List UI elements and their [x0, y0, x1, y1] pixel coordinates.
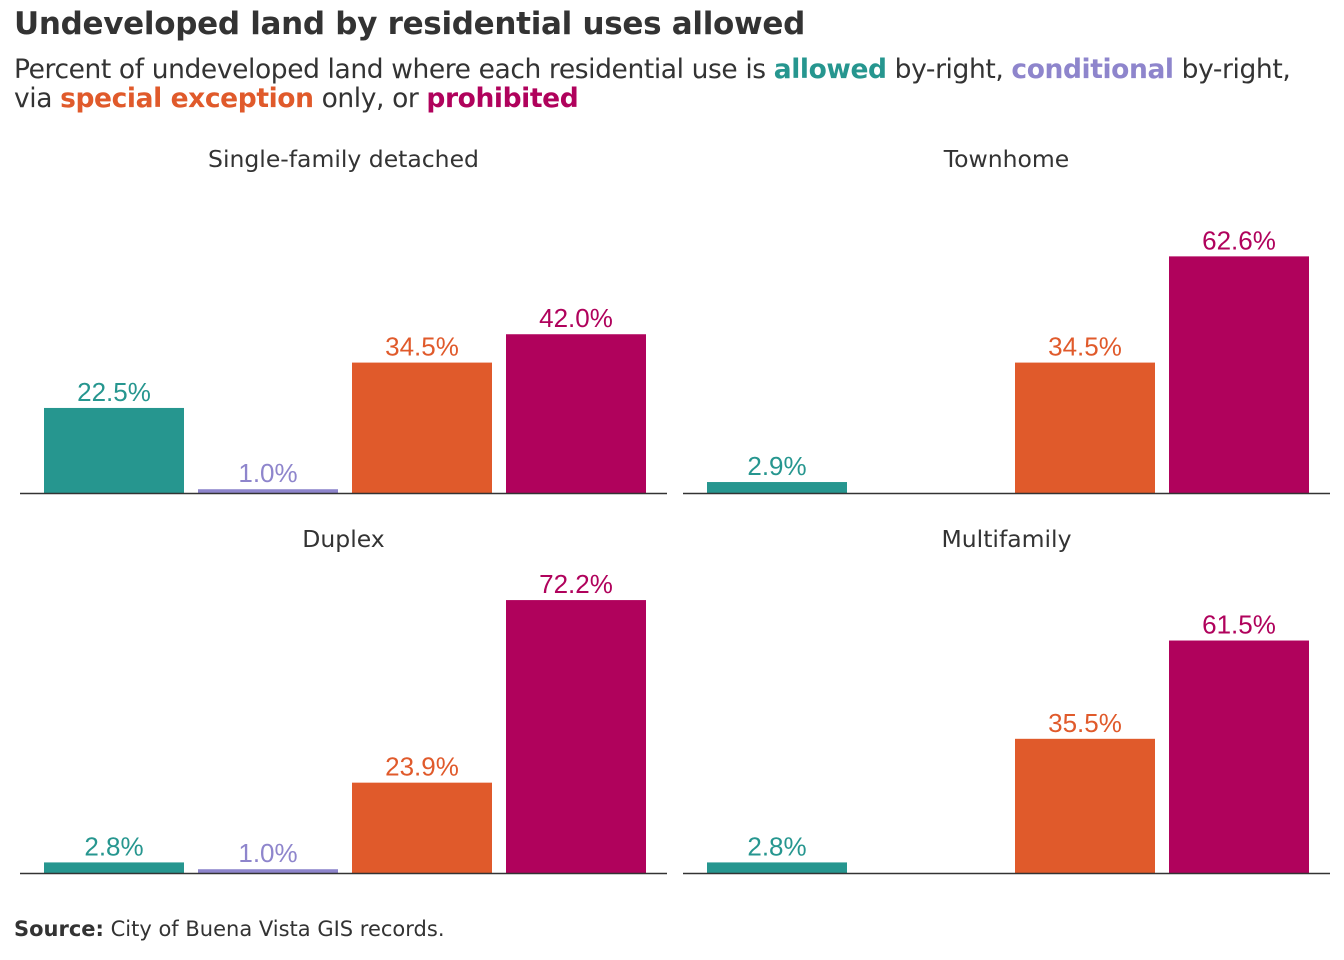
bar-duplex-conditional [198, 869, 338, 873]
bar-label-single-family-detached-special-exception: 34.5% [385, 332, 459, 362]
chart-title: Undeveloped land by residential uses all… [14, 6, 805, 42]
bar-duplex-allowed [44, 862, 184, 873]
bar-duplex-prohibited [506, 600, 646, 873]
bar-label-townhome-allowed: 2.9% [747, 451, 806, 481]
bar-label-multifamily-allowed: 2.8% [747, 831, 806, 861]
bar-duplex-special-exception [352, 782, 492, 873]
source-note: Source: City of Buena Vista GIS records. [14, 917, 445, 941]
bar-townhome-prohibited [1169, 256, 1309, 493]
legend-conditional: conditional [1011, 54, 1174, 85]
source-label: Source: [14, 917, 104, 941]
bar-label-duplex-conditional: 1.0% [238, 838, 297, 868]
panel-title-townhome: Townhome [943, 145, 1069, 173]
bar-label-single-family-detached-conditional: 1.0% [238, 458, 297, 488]
subtitle-text-3: by-right, via [14, 54, 1291, 114]
panel-title-multifamily: Multifamily [942, 525, 1072, 553]
bar-multifamily-special-exception [1015, 738, 1155, 873]
subtitle-text-1: Percent of undeveloped land where each r… [14, 54, 774, 85]
legend-special-exception: special exception [60, 83, 314, 114]
panel-title-duplex: Duplex [302, 525, 384, 553]
bar-multifamily-prohibited [1169, 640, 1309, 873]
bar-townhome-allowed [707, 482, 847, 493]
panel-townhome: Townhome 2.9% 34.5% 62.6% [683, 145, 1330, 495]
bar-label-single-family-detached-allowed: 22.5% [77, 377, 151, 407]
bar-label-townhome-special-exception: 34.5% [1048, 332, 1122, 362]
panel-title-single-family-detached: Single-family detached [208, 145, 479, 173]
bar-label-townhome-prohibited: 62.6% [1202, 225, 1276, 255]
bar-label-multifamily-special-exception: 35.5% [1048, 708, 1122, 738]
legend-prohibited: prohibited [426, 83, 579, 114]
bar-label-duplex-prohibited: 72.2% [539, 569, 613, 599]
bar-single-family-detached-special-exception [352, 362, 492, 493]
panel-multifamily: Multifamily 2.8% 35.5% 61.5% [683, 525, 1330, 875]
chart-subtitle: Percent of undeveloped land where each r… [14, 55, 1314, 113]
bar-single-family-detached-allowed [44, 407, 184, 493]
bar-label-single-family-detached-prohibited: 42.0% [539, 303, 613, 333]
bar-label-duplex-allowed: 2.8% [84, 831, 143, 861]
bar-single-family-detached-prohibited [506, 334, 646, 493]
source-text: City of Buena Vista GIS records. [103, 917, 445, 941]
subtitle-text-4: only, or [313, 83, 427, 114]
bar-label-multifamily-prohibited: 61.5% [1202, 610, 1276, 640]
bar-townhome-special-exception [1015, 362, 1155, 493]
subtitle-text-2: by-right, [886, 54, 1012, 85]
bar-single-family-detached-conditional [198, 489, 338, 493]
bar-label-duplex-special-exception: 23.9% [385, 752, 459, 782]
legend-allowed: allowed [773, 54, 887, 85]
panel-single-family-detached: Single-family detached 22.5% 1.0% 34.5% 42.0… [20, 145, 667, 495]
bar-multifamily-allowed [707, 862, 847, 873]
panel-duplex: Duplex 2.8% 1.0% 23.9% 72.2% [20, 525, 667, 875]
